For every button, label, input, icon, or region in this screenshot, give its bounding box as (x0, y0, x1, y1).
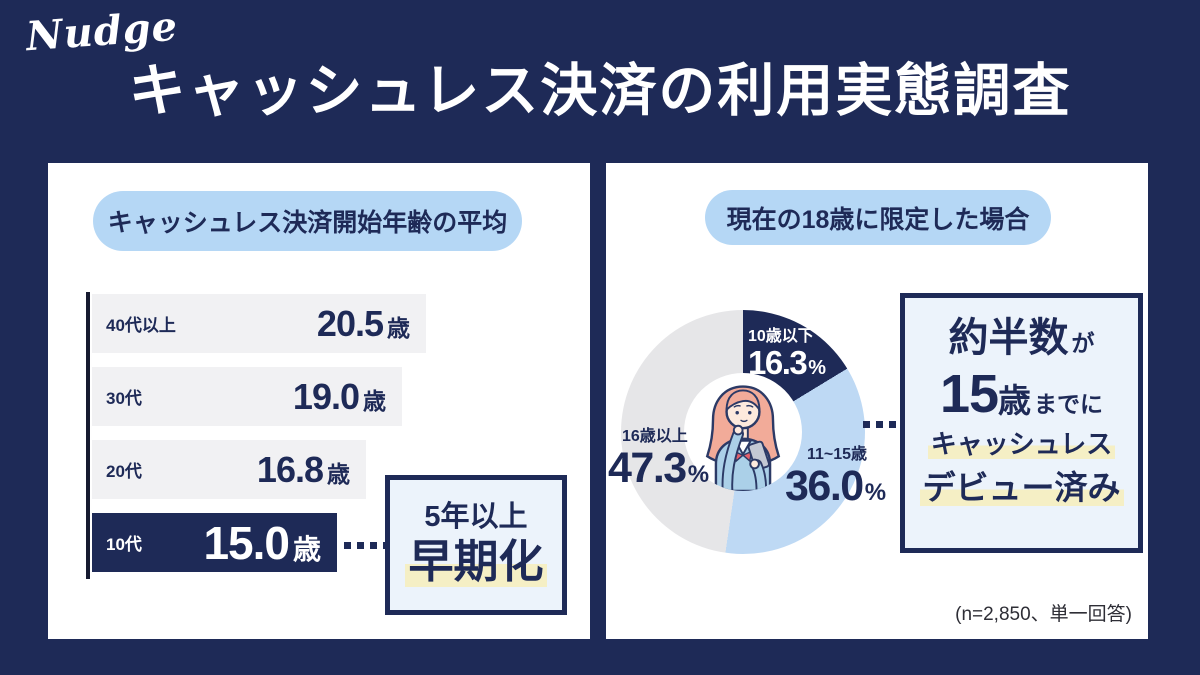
slice-percent-number: 16.3 (748, 343, 808, 381)
bar-value: 15.0 歳 (203, 516, 337, 570)
callout-line-2: 15 歳 までに (940, 367, 1103, 421)
slice-percent-sign: % (808, 356, 827, 379)
earlier-by-5-years-callout: 5年以上 早期化 (385, 475, 567, 615)
bar-row-40s-plus: 40代以上 20.5 歳 (92, 294, 426, 353)
callout-line-4: デビュー済み (919, 468, 1124, 507)
slice-percent: 16.3 % (748, 343, 827, 381)
sample-note: (n=2,850、単一回答) (955, 604, 1132, 625)
connector-dotted-line-left (344, 542, 388, 549)
bar-value-unit: 歳 (387, 314, 410, 341)
connector-dotted-line-right (863, 421, 903, 428)
bar-value-number: 15.0 (203, 516, 290, 569)
slice-name: 10歳以下 (748, 328, 814, 345)
callout-small-text: までに (1034, 391, 1104, 417)
cashless-debut-callout: 約半数 が 15 歳 までに キャッシュレス デビュー済み (900, 293, 1143, 553)
slice-label-16-plus: 16歳以上 47.3 % (608, 428, 710, 492)
bar-chart-axis (86, 292, 90, 579)
callout-line-1: 約半数 が (949, 318, 1095, 358)
slice-name: 16歳以上 (622, 428, 688, 445)
bar-value-unit: 歳 (292, 533, 321, 565)
callout-line-3: キャッシュレス (927, 429, 1116, 460)
left-panel-header-label: キャッシュレス決済開始年齢の平均 (107, 209, 508, 237)
slice-percent-sign: % (687, 460, 710, 488)
callout-big-text: 約半数 (948, 316, 1069, 360)
bar-category-label: 10代 (106, 535, 142, 554)
panel-average-start-age: キャッシュレス決済開始年齢の平均 40代以上 20.5 歳 30代 19.0 歳… (48, 163, 590, 639)
callout-age-number: 15 (939, 364, 999, 424)
bar-value: 19.0 歳 (293, 376, 402, 418)
bar-value-number: 20.5 (316, 302, 384, 344)
bar-row-30s: 30代 19.0 歳 (92, 367, 402, 426)
bar-category-label: 20代 (106, 462, 142, 481)
slice-name: 11~15歳 (807, 446, 868, 463)
bar-category-label: 30代 (106, 389, 142, 408)
bar-value-number: 19.0 (292, 375, 360, 417)
highlighted-text: 早期化 (405, 536, 547, 588)
slice-label-11-15: 11~15歳 36.0 % (785, 446, 887, 510)
bar-value-unit: 歳 (363, 387, 386, 414)
brand-logo: Nudge (24, 2, 180, 61)
woman-with-phone-illustration (705, 385, 781, 491)
page-title: キャッシュレス決済の利用実態調査 (128, 59, 1072, 123)
bar-value: 20.5 歳 (317, 303, 426, 345)
slice-percent-number: 47.3 (608, 443, 687, 492)
donut-chart (621, 310, 865, 554)
bar-value-number: 16.8 (256, 448, 324, 490)
slice-label-under-10: 10歳以下 16.3 % (748, 328, 827, 381)
slice-percent-number: 36.0 (785, 461, 864, 510)
panel-current-18yo: 現在の18歳に限定した場合 (606, 163, 1148, 639)
callout-age-unit: 歳 (998, 382, 1032, 419)
bar-value-unit: 歳 (327, 460, 350, 487)
left-panel-header-pill: キャッシュレス決済開始年齢の平均 (93, 191, 522, 251)
right-panel-header-label: 現在の18歳に限定した場合 (726, 205, 1030, 234)
callout-line-2: 早期化 (405, 536, 547, 588)
bar-category-label: 40代以上 (106, 316, 176, 335)
slice-percent: 47.3 % (608, 443, 710, 492)
right-panel-header-pill: 現在の18歳に限定した場合 (705, 190, 1051, 245)
slice-percent-sign: % (864, 478, 887, 506)
bar-value: 16.8 歳 (257, 449, 366, 491)
donut-center-illustration (684, 373, 802, 491)
highlighted-text: キャッシュレス (927, 429, 1116, 459)
bar-row-10s: 10代 15.0 歳 (92, 513, 337, 572)
bar-row-20s: 20代 16.8 歳 (92, 440, 366, 499)
highlighted-text: デビュー済み (919, 468, 1124, 506)
callout-small-text: が (1071, 330, 1095, 356)
slice-percent: 36.0 % (785, 461, 887, 510)
callout-line-1: 5年以上 (424, 501, 528, 534)
